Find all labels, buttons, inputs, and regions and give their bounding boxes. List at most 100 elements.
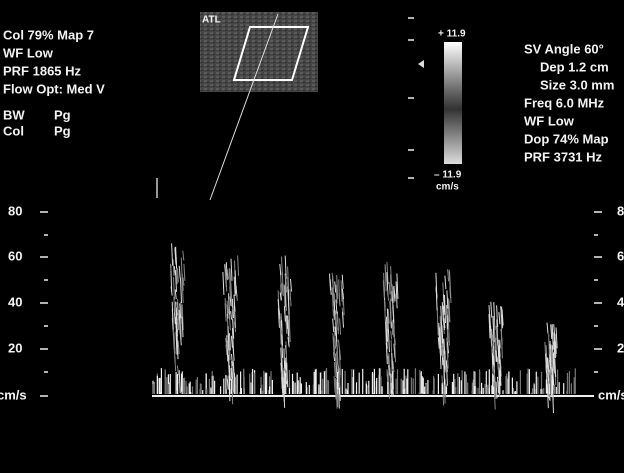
doppler-trace xyxy=(279,263,282,276)
doppler-trace xyxy=(389,298,392,321)
doppler-trace xyxy=(447,297,450,323)
scale-arrow xyxy=(418,60,424,68)
doppler-trace xyxy=(178,370,181,394)
doppler-trace xyxy=(173,332,176,355)
doppler-trace xyxy=(332,333,335,355)
doppler-trace xyxy=(332,318,335,333)
doppler-trace xyxy=(545,353,548,368)
doppler-trace xyxy=(281,370,284,397)
doppler-trace xyxy=(493,372,496,386)
doppler-trace xyxy=(334,281,337,293)
doppler-trace xyxy=(435,288,438,297)
doppler-trace xyxy=(444,294,446,324)
doppler-trace xyxy=(491,343,494,353)
doppler-trace xyxy=(281,359,284,386)
doppler-trace xyxy=(334,331,337,349)
doppler-trace xyxy=(181,282,184,303)
doppler-trace xyxy=(392,306,395,324)
doppler-trace xyxy=(173,277,175,300)
doppler-trace xyxy=(335,326,338,343)
doppler-trace xyxy=(331,287,334,298)
doppler-trace xyxy=(554,340,557,354)
doppler-trace xyxy=(546,374,549,384)
doppler-trace xyxy=(226,335,229,362)
doppler-trace xyxy=(333,376,336,393)
doppler-trace xyxy=(335,310,338,330)
doppler-trace xyxy=(500,309,503,330)
doppler-trace xyxy=(335,381,338,409)
doppler-trace xyxy=(280,272,282,295)
doppler-trace xyxy=(391,321,394,336)
doppler-trace xyxy=(284,255,287,280)
scale-unit: cm/s xyxy=(436,182,459,193)
doppler-trace xyxy=(279,318,282,345)
doppler-trace xyxy=(229,286,232,296)
doppler-trace xyxy=(341,288,344,300)
doppler-trace xyxy=(551,324,554,350)
doppler-trace xyxy=(489,314,492,332)
doppler-trace xyxy=(497,376,499,393)
doppler-trace xyxy=(230,283,233,305)
doppler-trace xyxy=(488,313,491,339)
doppler-trace xyxy=(501,314,503,327)
doppler-trace xyxy=(334,326,337,336)
setting-line: Size 3.0 mm xyxy=(540,77,614,92)
logo: ATL xyxy=(202,15,221,26)
doppler-trace xyxy=(549,360,552,369)
setting-line: Dep 1.2 cm xyxy=(540,59,609,74)
spectral-waveform xyxy=(152,243,576,414)
doppler-trace xyxy=(225,267,228,292)
doppler-trace xyxy=(492,353,494,365)
doppler-trace xyxy=(392,323,395,337)
doppler-trace xyxy=(392,293,395,304)
doppler-trace xyxy=(444,275,447,290)
doppler-trace xyxy=(285,315,288,334)
doppler-trace xyxy=(386,262,389,285)
setting-line: SV Angle 60° xyxy=(524,41,604,56)
setting-line: Flow Opt: Med V xyxy=(3,81,105,96)
doppler-trace xyxy=(495,350,498,362)
doppler-trace xyxy=(497,356,500,380)
doppler-trace xyxy=(179,315,182,341)
doppler-trace xyxy=(229,296,232,307)
setting-cell: Pg xyxy=(54,107,71,122)
doppler-trace xyxy=(174,247,177,265)
doppler-trace xyxy=(176,365,179,376)
doppler-trace xyxy=(287,323,289,337)
doppler-trace xyxy=(390,330,393,340)
setting-cell: BW xyxy=(3,107,25,122)
doppler-trace xyxy=(335,299,338,314)
doppler-trace xyxy=(333,361,336,377)
doppler-trace xyxy=(341,274,344,289)
doppler-trace xyxy=(390,266,393,287)
doppler-trace xyxy=(227,354,230,377)
doppler-trace xyxy=(233,276,236,297)
doppler-trace xyxy=(387,329,390,353)
doppler-trace xyxy=(391,291,394,307)
right-axis-label: 40 xyxy=(617,294,624,309)
doppler-trace xyxy=(289,289,292,307)
doppler-trace xyxy=(335,284,338,304)
doppler-trace xyxy=(181,316,184,338)
doppler-trace xyxy=(448,299,451,323)
doppler-trace xyxy=(174,356,177,372)
doppler-trace xyxy=(553,334,556,359)
doppler-trace xyxy=(287,266,290,290)
scale-min: – 11.9 xyxy=(434,170,462,181)
doppler-trace xyxy=(446,305,449,330)
doppler-trace xyxy=(444,352,447,373)
color-box xyxy=(232,26,310,81)
right-axis-unit: cm/s xyxy=(598,387,624,402)
doppler-trace xyxy=(222,271,225,295)
doppler-trace xyxy=(333,301,336,315)
doppler-trace xyxy=(232,378,235,393)
doppler-trace xyxy=(446,344,449,369)
doppler-trace xyxy=(339,318,342,335)
doppler-trace xyxy=(385,342,388,365)
doppler-trace xyxy=(225,344,228,356)
setting-line: PRF 3731 Hz xyxy=(524,149,603,164)
doppler-trace xyxy=(178,309,181,334)
doppler-trace xyxy=(175,331,178,355)
doppler-trace xyxy=(392,286,395,300)
doppler-trace xyxy=(547,384,550,397)
